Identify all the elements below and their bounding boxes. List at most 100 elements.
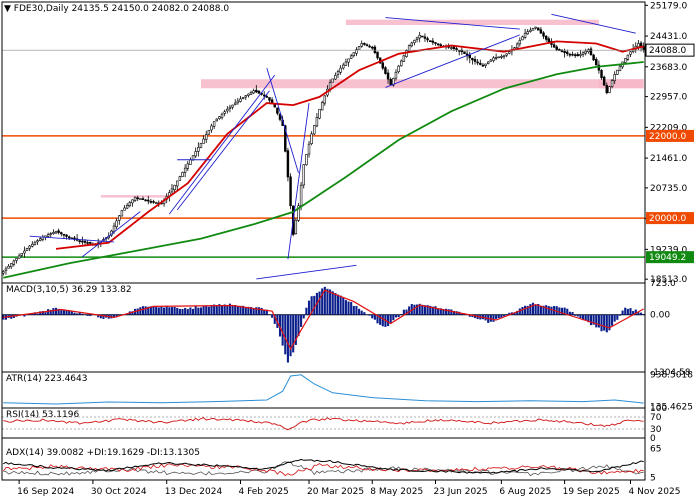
rsi-axis-label: 0 <box>650 434 656 444</box>
candle-body <box>522 37 524 40</box>
candle-body <box>147 200 149 201</box>
candle-body <box>121 211 123 216</box>
candle-body <box>400 61 402 66</box>
macd-bar <box>450 309 452 314</box>
candle-body <box>150 201 152 202</box>
candle-body <box>23 251 25 253</box>
macd-bar <box>200 307 202 314</box>
macd-bar <box>408 306 410 314</box>
macd-bar <box>574 315 576 316</box>
candle-body <box>16 258 18 260</box>
macd-bar <box>548 306 550 315</box>
candle-body <box>403 56 405 62</box>
candle-body <box>627 55 629 59</box>
price-axis-label: 20735.0 <box>650 184 687 194</box>
adx-axis-label: 5 <box>650 474 656 484</box>
x-axis-label: 30 Oct 2024 <box>91 487 147 497</box>
candle-body <box>464 52 466 54</box>
candle-body <box>137 198 139 199</box>
candle-body <box>424 37 426 38</box>
candle-body <box>585 51 587 53</box>
candle-body <box>421 36 423 37</box>
candle-body <box>258 91 260 93</box>
macd-bar <box>382 315 384 327</box>
macd-bar <box>345 300 347 315</box>
candle-body <box>485 64 487 66</box>
macd-bar <box>643 314 645 315</box>
macd-bar <box>353 306 355 315</box>
macd-bar <box>258 307 260 314</box>
candle-body <box>366 45 368 46</box>
macd-bar <box>569 312 571 315</box>
macd-bar <box>237 306 239 314</box>
candle-body <box>305 154 307 164</box>
candle-body <box>371 47 373 48</box>
price-axis-label: 22957.0 <box>650 93 687 103</box>
macd-bar <box>598 315 600 328</box>
candle-body <box>255 90 257 92</box>
candle-body <box>419 35 421 38</box>
candle-body <box>490 60 492 61</box>
price-axis-label: 21461.0 <box>650 154 687 164</box>
macd-bar <box>303 315 305 319</box>
macd-bar <box>271 315 273 318</box>
last-price-label: 24088.0 <box>649 46 686 56</box>
candle-body <box>182 172 184 176</box>
macd-bar <box>558 307 560 314</box>
candle-body <box>543 33 545 36</box>
candle-body <box>126 205 128 208</box>
candle-body <box>411 43 413 46</box>
candle-body <box>116 221 118 227</box>
candle-body <box>132 200 134 203</box>
candle-body <box>537 28 539 30</box>
candle-body <box>266 96 268 97</box>
candle-body <box>614 74 616 80</box>
macd-bar <box>350 302 352 315</box>
candle-body <box>113 226 115 232</box>
macd-bar <box>313 296 315 315</box>
macd-bar <box>622 311 624 315</box>
candle-body <box>432 41 434 42</box>
macd-bar <box>369 315 371 316</box>
candle-body <box>66 235 68 237</box>
candle-body <box>527 32 529 34</box>
macd-bar <box>176 308 178 315</box>
candle-body <box>630 52 632 55</box>
macd-label: MACD(3,10,5) 36.29 133.82 <box>6 285 132 295</box>
macd-bar <box>550 307 552 315</box>
candle-body <box>345 62 347 65</box>
candle-body <box>595 59 597 65</box>
macd-bar <box>152 307 154 315</box>
candle-body <box>321 103 323 110</box>
candle-body <box>619 66 621 71</box>
macd-bar <box>595 315 597 328</box>
macd-bar <box>629 308 631 315</box>
candle-body <box>240 99 242 102</box>
candle-body <box>155 203 157 204</box>
macd-bar <box>437 309 439 315</box>
macd-bar <box>305 308 307 315</box>
macd-bar <box>329 289 331 314</box>
macd-bar <box>232 305 234 315</box>
macd-bar <box>524 306 526 315</box>
candle-body <box>10 264 12 267</box>
candle-body <box>358 47 360 50</box>
candle-body <box>189 160 191 165</box>
level-label-1: 20000.0 <box>649 214 686 224</box>
candle-body <box>564 51 566 53</box>
candle-body <box>524 33 526 37</box>
candle-body <box>540 30 542 34</box>
candle-body <box>566 52 568 54</box>
candle-body <box>203 139 205 143</box>
candle-body <box>184 168 186 172</box>
x-axis-label: 4 Nov 2025 <box>629 487 681 497</box>
macd-bar <box>68 311 70 315</box>
price-pane: 25179.024431.023683.022957.022209.021461… <box>2 1 694 285</box>
macd-bar <box>535 305 537 315</box>
macd-bar <box>205 305 207 314</box>
macd-bar <box>187 309 189 315</box>
macd-bar <box>158 307 160 314</box>
